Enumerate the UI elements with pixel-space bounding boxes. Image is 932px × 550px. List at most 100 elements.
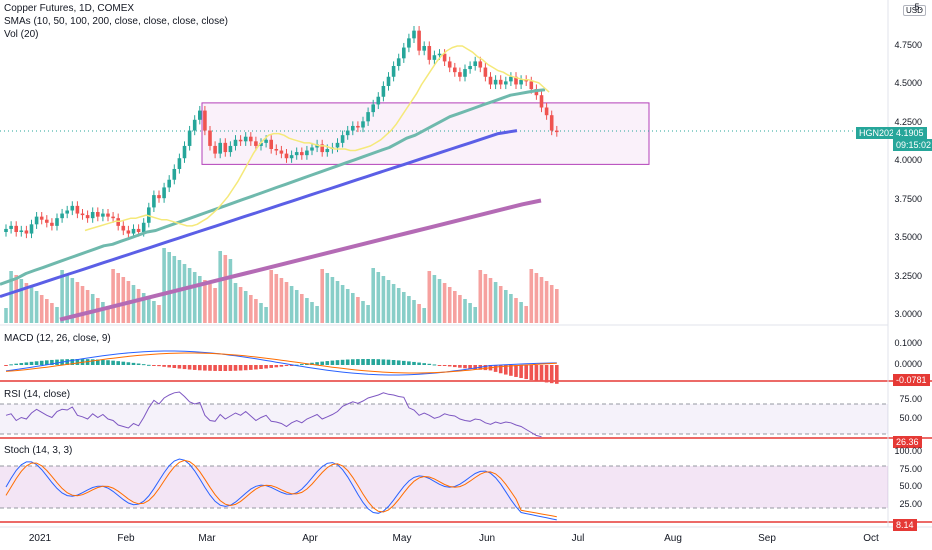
volume-bar [152, 301, 156, 323]
volume-bar [340, 285, 345, 323]
volume-bar [396, 288, 401, 323]
candle-body [116, 218, 120, 226]
macd-histogram-bar [371, 359, 375, 365]
volume-bar [544, 281, 549, 323]
volume-bar [427, 271, 432, 323]
stoch-k-line [5, 458, 557, 521]
macd-histogram-bar [116, 361, 120, 365]
candle-body [50, 222, 54, 226]
last-price-tag: 4.1905 [893, 127, 927, 139]
macd-histogram-bar [243, 365, 248, 371]
candle-body [233, 139, 238, 146]
macd-histogram-bar [4, 365, 8, 366]
candle-body [208, 130, 212, 146]
macd-histogram-bar [167, 365, 171, 368]
candle-body [483, 67, 488, 77]
volume-bar [493, 282, 498, 323]
macd-histogram-bar [351, 359, 355, 365]
volume-bar [504, 290, 508, 323]
candle-body [228, 145, 233, 153]
macd-label[interactable]: MACD (12, 26, close, 9) [4, 333, 111, 344]
candle-body [9, 225, 13, 229]
macd-histogram-bar [407, 361, 411, 365]
macd-histogram-bar [427, 363, 432, 365]
rsi-label[interactable]: RSI (14, close) [4, 389, 71, 400]
x-tick: Oct [863, 533, 879, 544]
volume-bar [310, 302, 314, 323]
macd-histogram-bar [310, 362, 314, 365]
macd-histogram-bar [534, 365, 539, 381]
candle-body [412, 30, 416, 39]
volume-bar [228, 259, 233, 323]
volume-bar [284, 282, 289, 323]
price-tick: 3.0000 [894, 309, 922, 319]
price-tick: 5. [914, 1, 922, 12]
volume-bar [24, 283, 29, 323]
macd-histogram-bar [55, 359, 59, 365]
vol-legend[interactable]: Vol (20) [4, 29, 39, 40]
candle-body [305, 150, 309, 156]
volume-bar [116, 273, 120, 323]
macd-histogram-bar [555, 365, 559, 384]
macd-histogram-bar [361, 359, 365, 365]
macd-histogram-bar [131, 362, 136, 365]
macd-histogram-bar [75, 359, 80, 365]
x-tick: Sep [758, 533, 776, 544]
candle-body [187, 130, 192, 146]
volume-bar [121, 277, 126, 323]
candle-body [488, 76, 493, 85]
stoch-label[interactable]: Stoch (14, 3, 3) [4, 445, 73, 456]
volume-bar [391, 284, 396, 323]
candle-body [218, 142, 222, 154]
candle-body [549, 115, 554, 131]
volume-bar [351, 293, 355, 323]
candle-body [432, 55, 437, 60]
candle-body [289, 155, 294, 159]
volume-bar [14, 275, 18, 323]
macd-histogram-bar [366, 359, 370, 365]
candle-body [45, 219, 49, 223]
candle-body [213, 145, 217, 154]
volume-bar [101, 302, 105, 323]
volume-bar [483, 274, 488, 323]
macd-histogram-bar [417, 362, 421, 365]
volume-bar [356, 297, 360, 323]
volume-bar [70, 278, 75, 323]
candle-body [85, 215, 90, 219]
macd-histogram-bar [402, 360, 406, 365]
currency-badge[interactable]: USD [903, 5, 926, 16]
sma-legend[interactable]: SMAs (10, 50, 100, 200, close, close, cl… [4, 16, 228, 27]
volume-bar [131, 285, 136, 323]
volume-bar [60, 270, 64, 323]
macd-histogram-bar [172, 365, 177, 369]
candle-body [493, 79, 498, 85]
macd-signal-line [5, 352, 557, 374]
macd-histogram-bar [529, 365, 534, 381]
x-tick: Jun [478, 533, 496, 544]
volume-bar [447, 287, 452, 323]
candle-body [19, 230, 24, 233]
x-tick: May [392, 533, 412, 544]
macd-histogram-bar [233, 365, 238, 371]
rsi-tick: 75.00 [899, 394, 922, 405]
candle-body [473, 61, 477, 67]
candle-body [427, 46, 432, 60]
volume-bar [182, 264, 187, 323]
macd-histogram-bar [238, 365, 243, 371]
macd-histogram-bar [203, 365, 207, 371]
volume-bar [198, 276, 202, 323]
candle-body [24, 230, 29, 234]
volume-bar [111, 269, 115, 323]
candle-body [75, 205, 80, 214]
volume-bar [412, 300, 416, 323]
macd-histogram-bar [111, 360, 115, 365]
candle-body [294, 152, 299, 156]
candle-body [524, 79, 528, 82]
macd-histogram-bar [315, 362, 319, 365]
macd-histogram-bar [14, 363, 18, 365]
candle-body [274, 149, 279, 151]
macd-histogram-bar [340, 359, 345, 365]
candle-body [34, 216, 39, 225]
volume-bar [386, 280, 391, 323]
macd-histogram-bar [208, 365, 212, 371]
